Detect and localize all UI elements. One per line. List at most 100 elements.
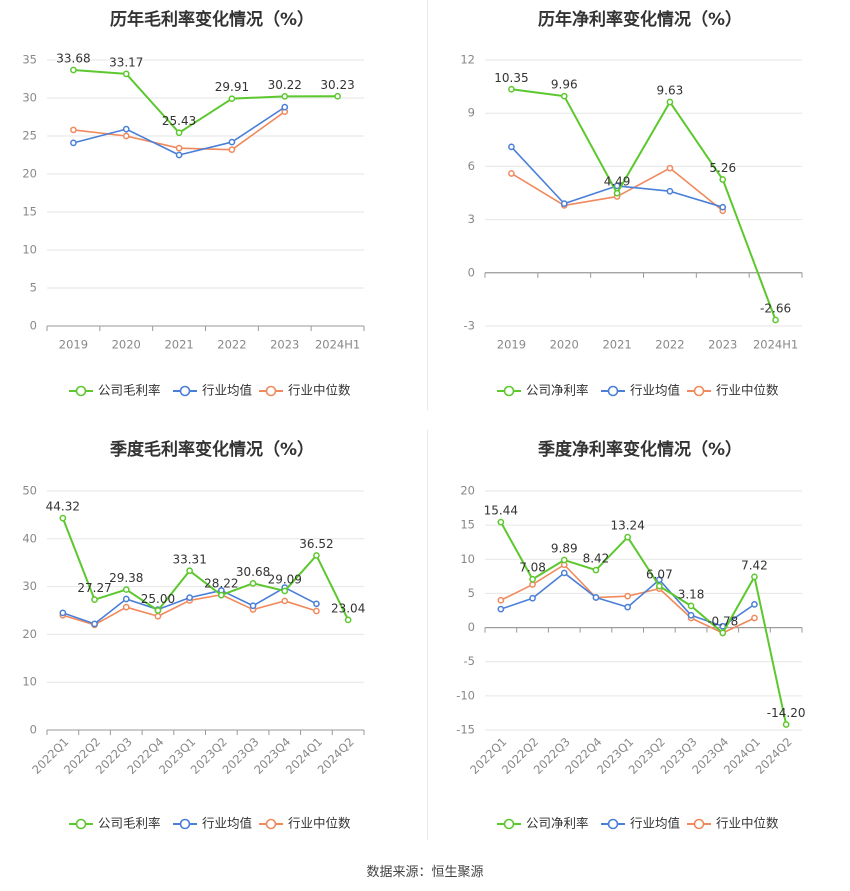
legend-label: 行业中位数: [716, 816, 779, 831]
data-label: 9.96: [551, 78, 578, 92]
y-tick-label: 20: [22, 627, 37, 641]
data-point: [154, 612, 162, 620]
legend-label: 行业中位数: [288, 383, 351, 398]
y-tick-label: 50: [22, 484, 37, 498]
data-point: [154, 607, 162, 614]
chart-title: 历年毛利率变化情况（%）: [110, 9, 314, 30]
data-point: [497, 605, 505, 613]
data-label: -2.66: [760, 301, 791, 315]
data-point: [508, 170, 515, 177]
y-tick-label: 35: [22, 53, 37, 67]
y-tick-label: 0: [30, 723, 37, 737]
y-tick-label: 15: [460, 518, 475, 532]
data-point: [687, 611, 695, 619]
data-point: [529, 575, 536, 583]
legend-label: 行业均值: [202, 383, 252, 398]
data-point: [91, 620, 98, 628]
data-point: [782, 721, 790, 728]
data-point: [560, 556, 568, 564]
data-label: 30.68: [236, 565, 270, 579]
legend-marker: [503, 818, 515, 830]
chart-4: 季度净利率变化情况（%）-15-10-5051015202022Q12022Q2…: [456, 439, 805, 831]
data-point: [313, 607, 320, 615]
data-point: [59, 609, 67, 617]
x-tick-label: 2024H1: [753, 338, 798, 352]
legend-label: 公司净利率: [526, 816, 589, 831]
series-line-1: [61, 517, 350, 621]
data-point: [70, 139, 77, 147]
series-line-1: [499, 521, 788, 725]
data-label: 30.23: [320, 78, 354, 92]
data-point: [334, 92, 341, 100]
y-tick-label: 5: [468, 586, 475, 600]
legend-label: 行业均值: [630, 383, 680, 398]
data-point: [751, 614, 758, 622]
data-point: [719, 203, 727, 211]
data-point: [344, 616, 352, 624]
chart-1: 历年毛利率变化情况（%） 0 5 10 15 20 25 30 35 2019 2020 2021 20…: [22, 9, 365, 398]
legend-marker: [265, 385, 277, 397]
x-tick-label: 2020: [550, 338, 579, 352]
y-tick-label: 12: [460, 53, 475, 67]
x-tick-label: 2021: [164, 338, 193, 352]
data-point: [592, 566, 600, 574]
legend-marker: [179, 385, 191, 397]
x-tick-label: 2023: [708, 338, 737, 352]
data-point: [281, 597, 289, 605]
legend-label: 行业均值: [202, 816, 252, 831]
legend-marker: [503, 385, 515, 397]
data-label: 33.31: [172, 552, 206, 566]
chart-3: 季度毛利率变化情况（%）010203040502022Q12022Q22022Q…: [22, 439, 365, 831]
data-point: [186, 567, 193, 575]
data-point: [249, 579, 257, 587]
data-point: [719, 622, 727, 630]
y-tick-label: -5: [464, 654, 475, 668]
data-point: [560, 569, 568, 577]
y-tick-label: 9: [468, 106, 475, 120]
data-point: [666, 98, 674, 106]
data-point: [751, 601, 758, 608]
data-point: [281, 103, 289, 111]
chart-title: 历年净利率变化情况（%）: [538, 9, 742, 30]
vertical-divider: [427, 0, 428, 410]
series-line-1: [73, 69, 338, 134]
x-tick-label: 2022: [217, 338, 246, 352]
data-point: [122, 595, 130, 603]
legend-marker: [607, 818, 619, 830]
data-point: [70, 66, 77, 74]
data-point: [666, 187, 674, 195]
data-point: [772, 316, 779, 324]
legend-marker: [179, 818, 191, 830]
data-label: 3.18: [678, 587, 705, 601]
chart-2: 历年净利率变化情况（%） -3 0 3 6 9 12 2019 2020 2021 2022 2023…: [460, 9, 803, 398]
y-tick-label: 40: [22, 531, 37, 545]
data-label: 29.91: [215, 80, 249, 94]
data-point: [218, 591, 225, 599]
data-point: [313, 552, 320, 559]
data-point: [186, 594, 193, 601]
y-tick-label: 20: [460, 484, 475, 498]
legend-marker: [693, 385, 705, 397]
data-point: [175, 129, 183, 137]
data-point: [624, 603, 632, 611]
data-point: [122, 603, 130, 611]
data-label: 30.22: [268, 78, 302, 92]
data-point: [228, 138, 236, 146]
y-tick-label: 30: [22, 579, 37, 593]
legend-marker: [607, 385, 619, 397]
y-tick-label: 10: [22, 675, 37, 689]
y-tick-label: 10: [460, 552, 475, 566]
y-tick-label: 0: [30, 319, 37, 333]
data-label: 36.52: [299, 537, 333, 551]
x-tick-label: 2019: [497, 338, 526, 352]
data-point: [70, 126, 77, 134]
y-tick-label: -15: [456, 723, 475, 737]
data-point: [656, 582, 663, 590]
data-label: 33.17: [109, 55, 143, 69]
data-point: [529, 594, 536, 602]
data-point: [281, 587, 289, 595]
x-tick-label: 2023: [270, 338, 299, 352]
data-label: 33.68: [56, 52, 90, 66]
data-point: [613, 182, 621, 190]
